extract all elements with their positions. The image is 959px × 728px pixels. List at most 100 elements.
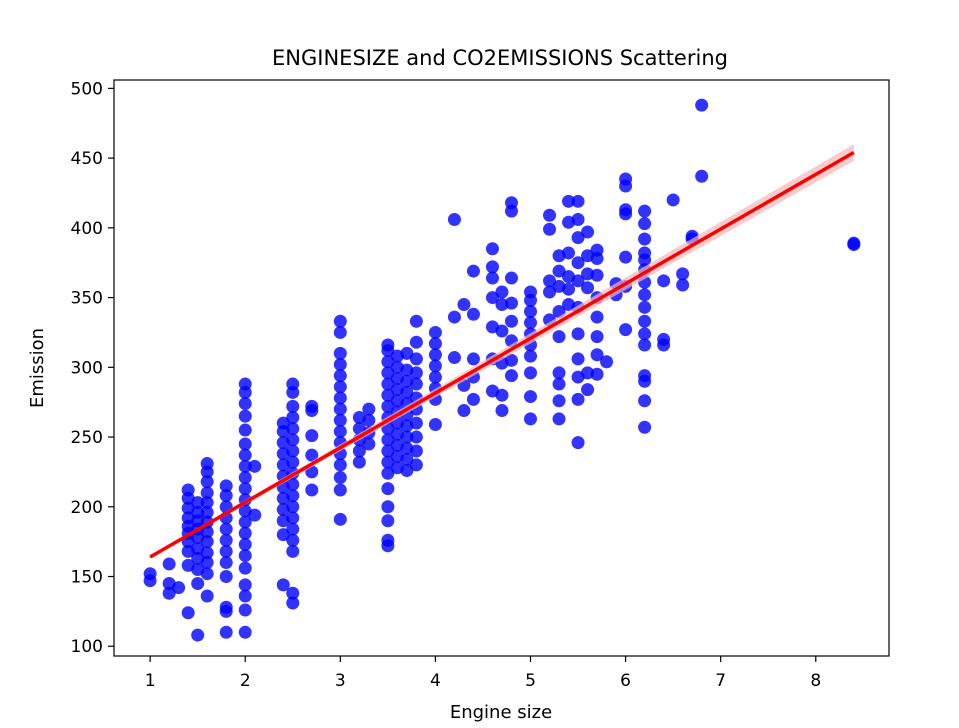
data-point <box>219 522 233 536</box>
data-point <box>428 417 442 431</box>
data-point <box>333 325 347 339</box>
data-point <box>238 448 252 462</box>
data-point <box>381 433 395 447</box>
data-point <box>305 483 319 497</box>
data-point <box>381 377 395 391</box>
data-point <box>485 271 499 285</box>
data-point <box>600 355 614 369</box>
data-point <box>524 366 537 380</box>
data-point <box>286 433 300 447</box>
data-point <box>552 264 566 278</box>
data-point <box>238 515 252 529</box>
data-point <box>638 217 652 231</box>
data-point <box>552 330 566 344</box>
y-tick-label: 400 <box>71 219 103 239</box>
data-point <box>504 353 518 367</box>
data-point <box>286 444 300 458</box>
data-point <box>400 452 414 466</box>
x-axis-ticks: 1 2 3 4 5 6 7 8 <box>145 656 821 691</box>
data-point <box>495 298 509 312</box>
data-point <box>504 296 518 310</box>
data-point <box>524 390 537 404</box>
axes-frame <box>113 79 890 657</box>
data-point <box>590 330 604 344</box>
data-point <box>562 194 576 208</box>
data-point <box>495 404 509 418</box>
data-point <box>409 377 423 391</box>
data-point <box>238 409 252 423</box>
data-point <box>571 274 585 288</box>
data-point <box>191 505 205 519</box>
data-point <box>590 367 604 381</box>
data-point <box>333 358 347 372</box>
data-point <box>447 310 461 324</box>
data-point <box>162 586 176 600</box>
y-tick-label: 300 <box>71 358 103 378</box>
data-point <box>286 596 300 610</box>
data-point <box>581 225 595 239</box>
data-point <box>238 423 252 437</box>
regression-line <box>149 151 855 559</box>
y-axis-label: Emission <box>27 328 48 408</box>
data-point <box>552 394 566 408</box>
data-point <box>581 383 595 397</box>
y-tick-label: 100 <box>71 637 103 657</box>
data-point <box>495 285 509 299</box>
data-point <box>248 459 262 473</box>
data-point <box>466 352 480 366</box>
data-point <box>219 544 233 558</box>
data-point <box>381 466 395 480</box>
data-point <box>200 567 214 581</box>
data-point <box>466 264 480 278</box>
data-point <box>409 444 423 458</box>
data-point <box>428 370 442 384</box>
data-point <box>200 457 214 471</box>
data-point <box>333 424 347 438</box>
data-point <box>181 606 195 620</box>
data-point <box>485 260 499 274</box>
data-point <box>495 324 509 338</box>
data-point <box>676 267 690 281</box>
data-point <box>286 399 300 413</box>
data-point <box>543 285 557 299</box>
data-point <box>524 305 537 319</box>
data-point <box>581 267 595 281</box>
data-point <box>381 533 395 547</box>
data-point <box>400 464 414 478</box>
data-point <box>657 332 671 346</box>
data-point <box>666 193 680 207</box>
data-point <box>305 399 319 413</box>
data-point <box>581 366 595 380</box>
data-point <box>191 576 205 590</box>
data-point <box>219 570 233 583</box>
data-point <box>409 335 423 349</box>
data-point <box>333 413 347 427</box>
data-point <box>619 172 633 186</box>
data-point <box>333 512 347 526</box>
data-point <box>495 388 509 402</box>
x-tick-label: 4 <box>430 671 441 691</box>
data-point <box>590 268 604 282</box>
data-point <box>238 589 252 603</box>
data-point <box>485 242 499 256</box>
data-point <box>143 567 157 581</box>
x-tick-label: 1 <box>145 671 156 691</box>
data-point <box>333 458 347 472</box>
data-point <box>638 394 652 408</box>
data-point <box>333 369 347 383</box>
data-point <box>571 436 585 450</box>
data-point <box>638 232 652 246</box>
data-point <box>552 366 566 380</box>
data-point <box>219 556 233 570</box>
y-tick-label: 150 <box>71 568 103 588</box>
data-point <box>238 625 252 639</box>
data-point <box>381 355 395 369</box>
data-point <box>286 377 300 391</box>
data-point <box>638 369 652 383</box>
data-point <box>543 222 557 236</box>
data-point <box>305 429 319 443</box>
data-point <box>333 483 347 497</box>
data-point <box>571 352 585 366</box>
data-point <box>381 482 395 496</box>
